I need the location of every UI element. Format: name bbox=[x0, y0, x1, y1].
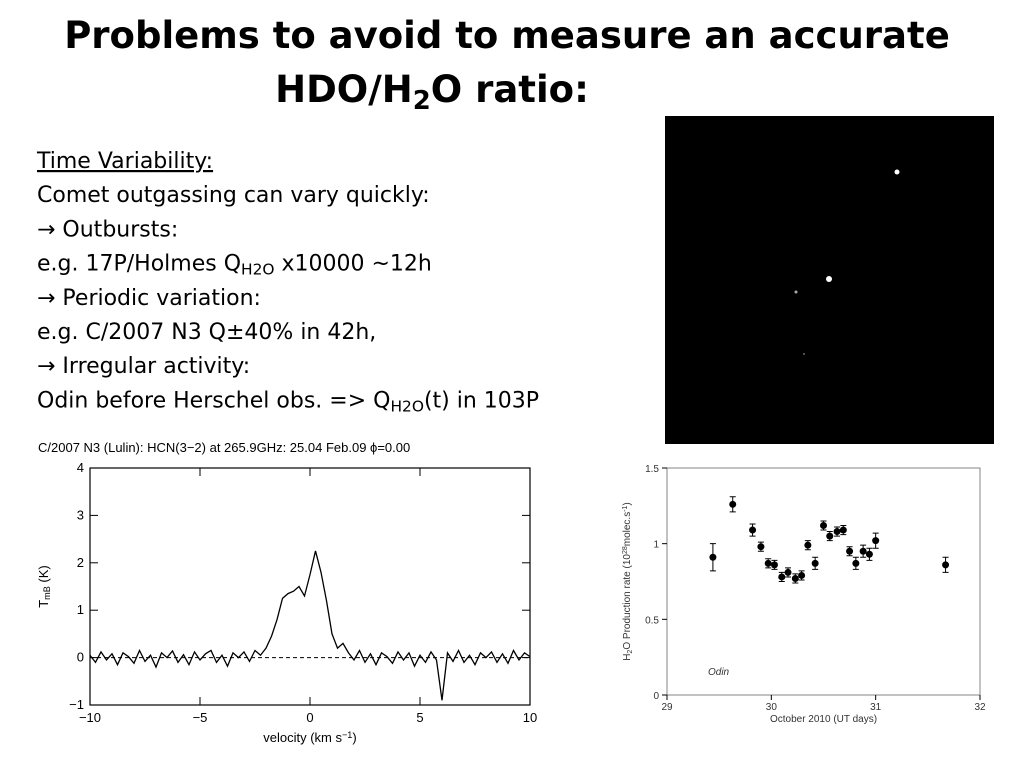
text-run: e.g. C/2007 N3 Q±40% in 42h, bbox=[37, 320, 376, 345]
body-line: → Periodic variation: bbox=[37, 286, 261, 311]
text-run: 28 bbox=[622, 546, 629, 554]
point bbox=[820, 522, 827, 530]
text-run: x10000 ~12h bbox=[275, 252, 432, 277]
y-axis-label: TmB​ (K) bbox=[36, 565, 52, 608]
text-run: (t) in 103P bbox=[424, 388, 539, 413]
point bbox=[764, 559, 772, 567]
point bbox=[791, 574, 799, 582]
y-tick-label: 1.5 bbox=[645, 464, 659, 475]
point bbox=[709, 553, 717, 561]
text-run: Comet outgassing can vary quickly: bbox=[37, 183, 430, 208]
x-axis-label: velocity (km s−1​) bbox=[263, 730, 356, 745]
y-tick-label: 1 bbox=[653, 540, 659, 551]
text-run: H2O bbox=[241, 260, 274, 278]
body-line: e.g. 17P/Holmes QH2O​ x10000 ~12h bbox=[37, 252, 432, 279]
y-tick-label: 1 bbox=[77, 602, 84, 617]
y-tick-label: 2 bbox=[77, 555, 84, 570]
text-run: Problems to avoid to measure an accurate bbox=[64, 14, 950, 57]
y-tick-label: −1 bbox=[69, 697, 84, 712]
text-run: ) bbox=[352, 730, 356, 745]
point bbox=[804, 541, 812, 549]
spectrum-line bbox=[89, 550, 531, 701]
body-line: Odin before Herschel obs. => QH2O​(t) in… bbox=[37, 388, 539, 415]
text-run: → Outbursts: bbox=[37, 217, 178, 242]
star bbox=[826, 276, 832, 282]
point bbox=[852, 559, 860, 567]
text-run: molec.s bbox=[622, 512, 633, 546]
x-tick-label: −5 bbox=[193, 710, 208, 725]
y-tick-label: 4 bbox=[77, 460, 84, 475]
y-axis-label: H2​O Production rate (1028​molec.s-1​) bbox=[622, 502, 634, 661]
body-line: e.g. C/2007 N3 Q±40% in 42h, bbox=[37, 320, 376, 345]
point bbox=[846, 547, 854, 555]
text-run: -1 bbox=[622, 505, 629, 511]
x-axis-label: October 2010 (UT days) bbox=[770, 714, 877, 725]
annotation: Odin bbox=[708, 667, 730, 678]
point bbox=[784, 568, 792, 576]
text-run: mB bbox=[42, 586, 52, 600]
text-run: Time Variability: bbox=[36, 149, 213, 174]
text-run: HDO/H bbox=[275, 68, 413, 111]
text-run: H bbox=[622, 654, 633, 661]
chart-title: C/2007 N3 (Lulin): HCN(3−2) at 265.9GHz:… bbox=[38, 440, 410, 455]
point bbox=[770, 561, 778, 569]
y-tick-label: 0 bbox=[653, 691, 659, 702]
x-tick-label: 30 bbox=[766, 702, 778, 713]
text-run: 2 bbox=[627, 650, 634, 654]
plot-frame bbox=[666, 467, 981, 696]
text-run: → Irregular activity: bbox=[37, 354, 250, 379]
y-tick-label: 0.5 bbox=[645, 615, 659, 626]
point bbox=[757, 543, 765, 551]
text-run: → Periodic variation: bbox=[37, 286, 261, 311]
text-run: ) bbox=[622, 502, 633, 505]
point bbox=[865, 550, 873, 558]
text-run: T bbox=[36, 600, 51, 608]
body-line: Comet outgassing can vary quickly: bbox=[37, 183, 430, 208]
x-tick-label: 5 bbox=[416, 710, 423, 725]
x-tick-label: 31 bbox=[870, 702, 882, 713]
point bbox=[729, 500, 737, 508]
x-tick-label: 29 bbox=[661, 702, 673, 713]
text-run: −1 bbox=[342, 730, 352, 740]
point bbox=[798, 571, 806, 579]
x-tick-label: 0 bbox=[306, 710, 313, 725]
star bbox=[894, 169, 900, 175]
point bbox=[826, 532, 834, 540]
x-tick-label: 10 bbox=[523, 710, 537, 725]
text-run: O Production rate (10 bbox=[622, 554, 633, 650]
slide-title: HDO/H2​O ratio: bbox=[275, 68, 589, 116]
point bbox=[833, 528, 841, 536]
star bbox=[803, 353, 805, 355]
slide-title: Problems to avoid to measure an accurate bbox=[64, 14, 950, 57]
plot-frame bbox=[89, 467, 531, 706]
y-tick-label: 0 bbox=[77, 650, 84, 665]
text-run: October 2010 (UT days) bbox=[770, 714, 877, 725]
star bbox=[794, 290, 798, 294]
point bbox=[778, 573, 786, 581]
text-run: (K) bbox=[36, 565, 51, 586]
text-run: O ratio: bbox=[431, 68, 589, 111]
body-line: → Irregular activity: bbox=[37, 354, 250, 379]
point bbox=[749, 526, 757, 534]
x-tick-label: 32 bbox=[974, 702, 986, 713]
point bbox=[942, 561, 950, 569]
body-line: Time Variability: bbox=[36, 149, 213, 174]
text-run: Odin before Herschel obs. => Q bbox=[37, 388, 390, 413]
body-line: → Outbursts: bbox=[37, 217, 178, 242]
point bbox=[859, 547, 867, 555]
text-run: velocity (km s bbox=[263, 730, 342, 745]
point bbox=[839, 526, 847, 534]
text-run: H2O bbox=[390, 397, 423, 415]
y-tick-label: 3 bbox=[77, 507, 84, 522]
text-run: 2 bbox=[413, 86, 431, 116]
text-run: e.g. 17P/Holmes Q bbox=[37, 252, 241, 277]
point bbox=[872, 537, 880, 545]
x-tick-label: −10 bbox=[79, 710, 101, 725]
point bbox=[811, 559, 819, 567]
